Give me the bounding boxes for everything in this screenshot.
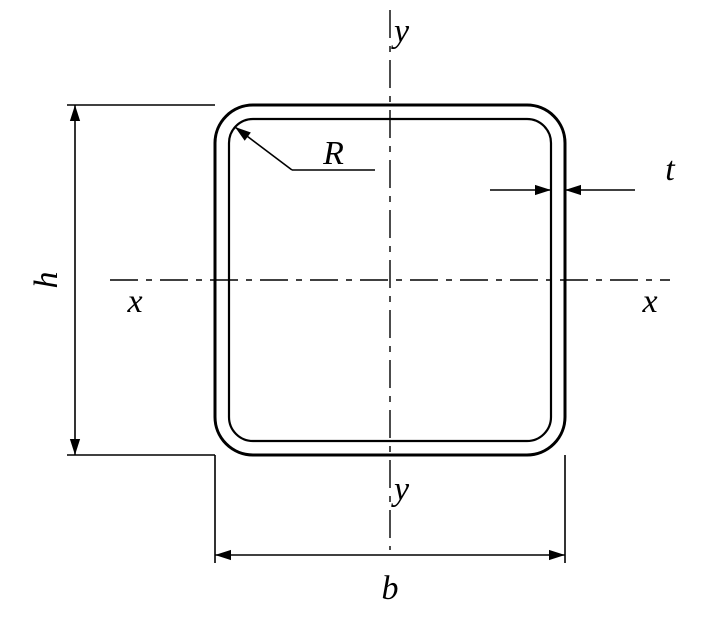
label-y-top: y xyxy=(391,13,410,50)
label-R: R xyxy=(322,135,344,172)
label-x-left: x xyxy=(126,283,142,320)
label-b: b xyxy=(382,570,399,607)
label-x-right: x xyxy=(641,283,657,320)
label-t: t xyxy=(665,151,676,188)
label-y-bottom: y xyxy=(391,471,410,508)
label-h: h xyxy=(28,272,65,289)
